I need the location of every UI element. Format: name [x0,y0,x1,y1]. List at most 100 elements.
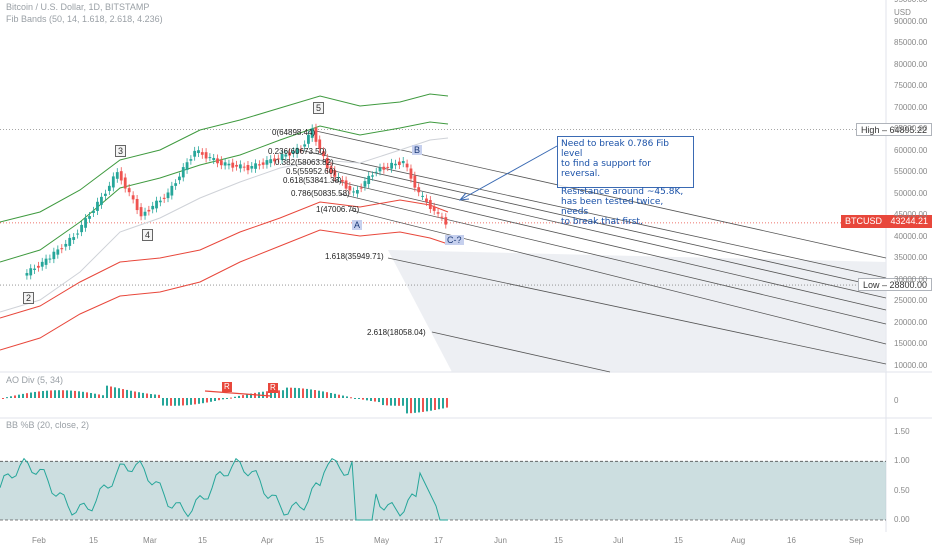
ao-bar [274,390,276,398]
annotation-line: to find a support for reversal. [561,159,652,179]
ao-bar [54,390,56,398]
fib-level-label: 1(47006.76) [316,205,360,214]
candle [337,177,340,179]
candle [68,237,72,246]
candle [29,268,33,276]
ao-bar [438,398,440,410]
candle [96,201,99,211]
candle [265,160,269,165]
ao-bar [266,391,268,398]
candle [363,181,367,187]
time-tick-label: Apr [261,536,274,545]
time-tick-label: Mar [143,536,157,545]
candle [33,268,36,270]
ao-bar [282,390,284,398]
candle [405,163,409,168]
upper-fib-band [0,93,449,223]
ao-bar [74,390,76,398]
candle [242,166,246,168]
ao-bar [326,392,328,398]
wave-label: 4 [142,229,154,241]
time-tick-label: Jun [494,536,507,545]
ao-bar [62,390,64,398]
candle [100,196,103,205]
candle [212,157,216,161]
ao-bar [134,391,136,398]
candle [322,151,325,157]
fib-fan-line [299,149,887,279]
candle [92,210,95,213]
candle [193,150,197,157]
time-tick-label: Sep [849,536,864,545]
ao-bar [46,390,48,398]
ao-bar [446,398,448,408]
ao-bar [410,398,412,414]
ao-bar [122,389,124,398]
candle [174,183,178,186]
price-tick-label: 80000.00 [894,59,928,69]
ao-bar [2,398,4,399]
candle [44,258,48,265]
bb-tick-label: 0.50 [894,485,910,495]
price-tick-label: 65000.00 [894,124,928,134]
time-tick-label: 17 [434,536,443,545]
candle [166,192,170,199]
ao-bar [34,391,36,398]
ao-bar [178,398,180,406]
wave-label: 3 [115,145,127,157]
ao-bar [398,398,400,406]
ao-bar [110,386,112,398]
candle [440,216,444,218]
lower-fib-band [0,229,449,351]
ao-bar [70,390,72,398]
candle [127,188,131,193]
chart-title: Bitcoin / U.S. Dollar, 1D, BITSTAMP [6,2,150,12]
ao-bar [198,398,200,404]
candle [181,167,185,178]
price-tick-label: 20000.00 [894,317,928,327]
price-tick-label: 60000.00 [894,145,928,155]
candle [428,200,432,210]
candle [397,161,401,166]
candle [356,190,359,194]
ao-bar [270,390,272,398]
high-price-tag: High – 64895.22 [855,123,932,136]
ao-bar [318,390,320,398]
candle [151,205,155,210]
candle [269,159,273,164]
ao-bar [362,398,364,400]
ao-bar [106,385,108,398]
ao-bar [286,387,288,398]
price-tick-label: 75000.00 [894,81,928,91]
price-tick-label: 95000.00 [894,0,927,4]
candle [107,185,111,191]
last-symbol-tag: BTCUSD [840,215,886,228]
ao-bar [238,395,240,398]
annotation-callout[interactable]: Need to break 0.786 Fib level to find a … [557,136,694,227]
ao-bar [290,387,292,398]
candle [303,144,307,147]
candle [344,180,348,189]
low-price-tag: Low – 28800.00 [857,278,932,291]
ao-bar [422,398,424,412]
ao-bar [358,398,360,399]
candle [394,163,397,166]
ao-bar [30,392,32,398]
fib-fan-line [339,193,887,325]
candle [257,164,261,166]
annotation-line: has been tested twice, needs [561,197,664,217]
candle [318,139,322,150]
candle [155,200,158,209]
ao-bar [350,397,352,399]
fib-fan-line [331,179,887,311]
ao-bar [402,398,404,406]
candle [143,211,147,216]
ao-bar [182,398,184,406]
time-tick-label: 15 [89,536,98,545]
ao-bar [310,389,312,398]
ao-bar [314,390,316,398]
ao-bar [378,398,380,403]
divergence-marker: R [268,383,278,393]
